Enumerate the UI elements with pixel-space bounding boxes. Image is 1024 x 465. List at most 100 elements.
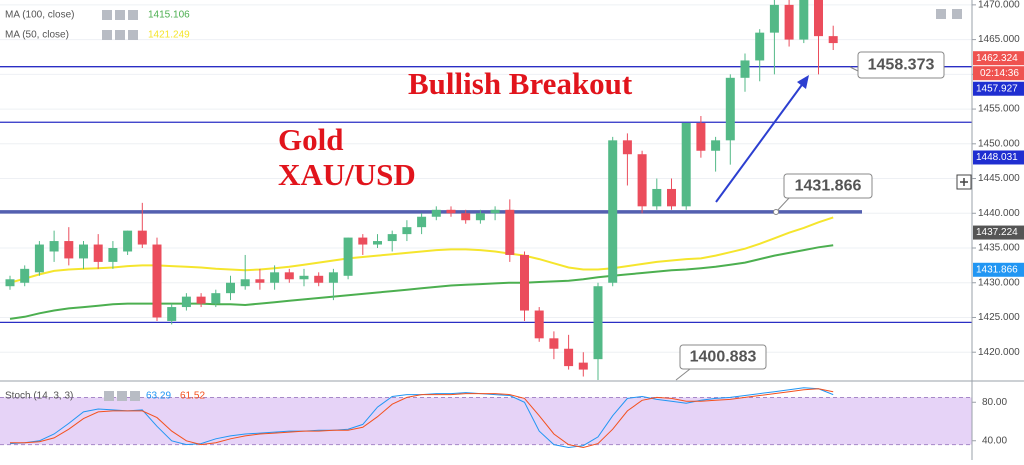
candle-body — [784, 4, 794, 40]
pane-control[interactable] — [952, 9, 962, 19]
candle-body — [828, 36, 838, 44]
candle-body — [167, 307, 177, 321]
pane-controls[interactable] — [936, 9, 962, 19]
y-tick-label: 1440.000 — [978, 208, 1020, 219]
y-tick-label: 1450.000 — [978, 138, 1020, 149]
candle-body — [490, 209, 500, 214]
candle-body — [358, 237, 368, 245]
candle-body — [637, 154, 647, 207]
add-button-icon[interactable] — [960, 178, 968, 186]
candle-body — [343, 237, 353, 276]
y-tick-label: 1465.000 — [978, 34, 1020, 45]
legend-icon[interactable] — [104, 391, 114, 401]
candle-body — [431, 209, 441, 217]
candle-body — [181, 296, 191, 308]
legend-icon[interactable] — [115, 10, 125, 20]
candle-body — [49, 241, 59, 252]
candle-body — [799, 0, 809, 40]
y-tick-label: 1435.000 — [978, 243, 1020, 254]
axis-layer: 1420.000 1425.000 1430.000 1435.000 1440.000… — [972, 0, 1024, 446]
legend-value: 1421.249 — [148, 30, 190, 41]
candle-body — [740, 60, 750, 78]
candle-body — [255, 279, 265, 283]
stoch-band — [0, 397, 972, 445]
y-tick-label: 1420.000 — [978, 347, 1020, 358]
candle-body — [402, 227, 412, 235]
candle-body — [725, 77, 735, 141]
y-tick-label: 80.00 — [982, 397, 1007, 408]
series-line — [9, 216, 834, 284]
candle-body — [123, 230, 133, 252]
candle-body — [461, 213, 471, 221]
add-button[interactable] — [956, 174, 972, 190]
price-tag — [973, 225, 1024, 240]
candle-body — [64, 241, 74, 259]
arrow-head — [797, 75, 809, 89]
annotation: XAU/USD — [278, 157, 416, 192]
candle-body — [240, 279, 250, 287]
callout-text: 1431.866 — [795, 178, 862, 195]
candle-body — [446, 209, 456, 214]
legend-value: 61.52 — [180, 391, 205, 402]
price-tag-label: 1448.031 — [976, 152, 1018, 163]
candle-body — [152, 244, 162, 318]
candle-body — [667, 188, 676, 207]
candle-body — [284, 272, 294, 280]
legend-icon[interactable] — [102, 30, 112, 40]
candle-body — [299, 275, 309, 280]
pane-control[interactable] — [936, 9, 946, 19]
price-tag — [973, 81, 1024, 96]
callout-pointer — [675, 368, 691, 381]
candle-body — [681, 122, 691, 207]
legend-icon[interactable] — [117, 391, 127, 401]
candle-body — [711, 140, 721, 151]
candle-body — [108, 248, 118, 262]
callout-box — [679, 344, 767, 370]
legend-icon[interactable] — [128, 30, 138, 40]
countdown-tag — [973, 66, 1024, 81]
legend-icon[interactable] — [128, 10, 138, 20]
legend-name: MA (100, close) — [5, 10, 74, 21]
price-tag — [973, 150, 1024, 165]
candle-body — [196, 296, 206, 304]
moving-averages — [9, 216, 834, 320]
y-tick-label: 40.00 — [982, 435, 1007, 446]
candle-body — [475, 213, 485, 221]
price-tag-label: 1431.866 — [976, 264, 1018, 275]
legend-name: MA (50, close) — [5, 30, 69, 41]
legend-icon[interactable] — [102, 10, 112, 20]
price-tag — [973, 262, 1024, 277]
candle-body — [505, 209, 515, 255]
candle-body — [696, 122, 706, 151]
candle-body — [578, 362, 588, 370]
legend-icon[interactable] — [130, 391, 140, 401]
legend-name: Stoch (14, 3, 3) — [5, 391, 73, 402]
grid — [0, 4, 972, 442]
candle-body — [534, 310, 544, 339]
candles — [5, 0, 838, 380]
callout-box — [783, 173, 873, 199]
callout-text: 1458.373 — [868, 57, 935, 74]
candle-body — [270, 272, 280, 283]
candle-body — [93, 244, 103, 262]
candle-body — [328, 272, 338, 283]
y-tick-label: 1455.000 — [978, 104, 1020, 115]
callout-text: 1400.883 — [690, 349, 757, 366]
legend-value: 63.29 — [146, 391, 171, 402]
callout: 1400.883 — [675, 344, 767, 381]
price-tag — [973, 51, 1024, 66]
candle-body — [652, 188, 662, 207]
legend: MA (100, close) 1415.106 MA (50, close) 142… — [5, 10, 205, 402]
y-tick-label: 1430.000 — [978, 277, 1020, 288]
price-tag-label: 1457.927 — [976, 83, 1018, 94]
callout: 1458.373 — [849, 51, 945, 79]
legend-icon[interactable] — [115, 30, 125, 40]
candle-body — [769, 4, 779, 33]
candle-body — [608, 140, 618, 283]
candle-body — [20, 268, 30, 283]
candle-body — [593, 286, 603, 360]
candle-body — [314, 275, 324, 283]
candle-body — [755, 32, 765, 61]
candle-body — [226, 282, 235, 294]
